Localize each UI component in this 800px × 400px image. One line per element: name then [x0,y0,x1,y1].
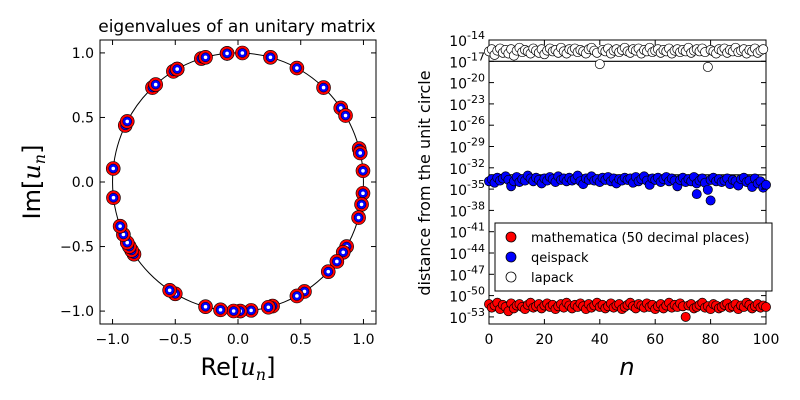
left-axis-ticks: −1.0 −0.5 0.0 0.5 1.0 −1.0 −0.5 0.0 0.5 1.0 [60,40,376,348]
right-axis-ticks: 0 20 40 60 80 10010-1410-1710-2010-2310-2610-… [449,29,779,348]
left-y-tick-label: −1.0 [60,304,94,320]
eigenvalue-point [219,46,235,61]
eigenvalue-point [338,108,353,123]
legend-marker-lapack [505,271,517,283]
right-y-tick-label: 10-44 [449,242,485,263]
legend: mathematica (50 decimal places) qeispack… [494,222,773,292]
left-x-tick-label: 1.0 [352,332,374,348]
left-x-tick-label: 0.0 [227,332,249,348]
eigenvalue-point [119,114,135,129]
right-y-tick-label: 10-53 [449,306,485,327]
right-y-tick-label: 10-41 [449,221,485,242]
series-lapack [484,42,769,72]
distance-plot: 0 20 40 60 80 10010-1410-1710-2010-2310-2610-… [415,29,779,381]
right-y-tick-label: 10-23 [449,93,485,114]
right-x-tick-label: 60 [646,332,664,348]
eigenvalue-point [355,185,371,201]
data-point [594,59,605,70]
left-x-axis-label: Re[un] [201,353,276,384]
right-y-tick-label: 10-35 [449,178,485,199]
eigenvalue-point [289,60,305,76]
right-y-tick-label: 10-14 [449,29,485,50]
left-x-tick-label: −1.0 [96,332,130,348]
right-y-axis-label: distance from the unit circle [415,70,434,295]
right-y-tick-label: 10-47 [449,263,485,284]
outlier-point [705,195,716,206]
legend-marker-mathematica [505,231,517,243]
right-y-tick-label: 10-17 [449,50,485,71]
left-y-tick-label: 0.5 [72,110,94,126]
left-y-tick-label: 1.0 [72,46,94,62]
eigenvalue-point [226,303,241,319]
outlier-point [691,189,702,200]
eigenvalue-point [235,45,250,61]
data-point [702,62,713,72]
eigenvalue-point [352,145,368,161]
left-x-tick-label: −0.5 [158,332,192,348]
eigenvalue-point [162,282,177,298]
eigenvalue-point [105,161,121,176]
eigenvalue-point [263,50,278,65]
right-y-tick-label: 10-32 [449,157,485,178]
distance-points [484,42,771,322]
right-y-tick-label: 10-26 [449,114,485,135]
right-y-tick-label: 10-20 [449,72,485,93]
left-y-tick-label: −0.5 [60,240,94,256]
eigenvalue-points [105,45,371,319]
data-point [680,311,691,322]
left-plot-frame [99,39,377,325]
eigenvalue-point [355,163,371,179]
legend-frame [494,222,773,292]
eigenvalue-point [213,302,228,318]
right-x-tick-label: 20 [535,332,553,348]
legend-label-lapack: lapack [531,271,574,286]
right-y-tick-label: 10-38 [449,199,485,220]
right-x-axis-label: n [619,353,634,381]
eigenvalue-point [106,190,121,206]
legend-label-mathematica: mathematica (50 decimal places) [531,231,750,246]
eigenvalue-point [329,254,345,269]
eigenvalue-point [316,80,331,95]
left-x-tick-label: 0.5 [290,332,312,348]
eigenvalue-point [354,197,369,212]
data-point [761,302,771,312]
series-mathematica [484,297,771,322]
eigenvalue-point [198,50,213,65]
data-point [702,184,713,195]
left-plot-title: eigenvalues of an unitary matrix [98,17,376,37]
data-point [758,44,769,55]
legend-label-qeispack: qeispack [531,251,589,266]
right-x-tick-label: 0 [485,332,494,348]
right-x-tick-label: 80 [702,332,720,348]
eigenvalue-point [112,218,128,234]
left-y-axis-label: Im[un] [18,145,49,220]
eigenvalue-point [289,288,305,304]
eigenvalue-point [148,77,163,92]
series-qeispack [484,170,771,206]
eigenvalue-point [320,264,336,279]
eigenvalue-plot: eigenvalues of an unitary matrix −1.0 −0.… [18,17,377,384]
data-point [761,179,771,190]
legend-marker-qeispack [505,251,517,263]
right-x-tick-label: 100 [753,332,780,348]
right-x-tick-label: 40 [591,332,609,348]
left-y-tick-label: 0.0 [72,175,94,191]
eigenvalue-point [351,210,366,225]
eigenvalue-point [243,303,259,318]
eigenvalue-point [261,299,276,315]
eigenvalue-point [198,299,213,314]
eigenvalue-point [169,61,185,77]
right-y-tick-label: 10-29 [449,136,485,157]
right-y-tick-label: 10-50 [449,285,485,306]
eigenvalue-point [335,245,351,260]
